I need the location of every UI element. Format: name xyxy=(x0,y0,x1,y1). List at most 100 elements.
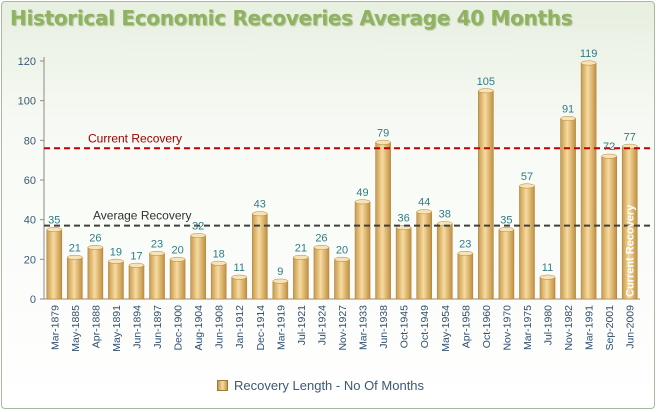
category-label: Oct-1960 xyxy=(481,305,493,348)
data-label: 19 xyxy=(110,246,122,258)
bar xyxy=(498,229,515,300)
category-label: Apr-1958 xyxy=(460,305,472,348)
reference-line-label: Current Recovery xyxy=(88,131,182,145)
data-label: 77 xyxy=(624,131,636,143)
category-label: Mar-1975 xyxy=(522,305,534,350)
data-label: 91 xyxy=(562,104,574,116)
bar xyxy=(436,223,453,300)
bar-cap xyxy=(457,250,474,256)
bar xyxy=(395,227,412,300)
bar-cap xyxy=(67,254,83,260)
bar xyxy=(231,276,248,300)
category-label: Jun-2009 xyxy=(625,305,637,349)
bar xyxy=(539,276,556,300)
bar xyxy=(46,229,63,300)
category-label: Dec-1900 xyxy=(173,305,185,351)
data-label: 105 xyxy=(477,76,495,88)
data-label: 119 xyxy=(580,48,598,60)
data-label: 23 xyxy=(459,238,471,250)
bar-cap xyxy=(252,211,268,217)
bar xyxy=(560,118,576,300)
data-label: 44 xyxy=(418,197,430,209)
category-label: Jan-1912 xyxy=(234,305,246,349)
data-label: 21 xyxy=(295,242,307,254)
category-label: Mar-1919 xyxy=(275,305,287,350)
category-label: Jul-1980 xyxy=(543,305,555,345)
reference-line-label: Average Recovery xyxy=(93,209,192,223)
data-label: 18 xyxy=(213,248,225,260)
bar xyxy=(272,280,289,300)
bar-cap xyxy=(416,209,432,215)
bar-cap xyxy=(539,274,556,280)
data-label: 11 xyxy=(542,262,553,274)
category-label: Dec-1914 xyxy=(255,305,267,351)
category-label: May-1954 xyxy=(440,305,452,352)
category-label: May-1885 xyxy=(70,305,82,352)
category-label: Mar-1879 xyxy=(49,305,61,350)
data-label: 49 xyxy=(356,187,368,199)
bar xyxy=(334,259,350,300)
category-label: Nov-1982 xyxy=(563,305,575,351)
bar xyxy=(601,155,617,300)
bar-cap xyxy=(293,254,309,260)
category-label: Sep-2001 xyxy=(604,305,616,351)
data-label: 11 xyxy=(234,262,245,274)
y-tick-label: 100 xyxy=(18,96,36,108)
bar xyxy=(478,90,494,300)
bar xyxy=(519,185,535,300)
bar xyxy=(108,261,124,300)
chart-title: Historical Economic Recoveries Average 4… xyxy=(10,6,573,30)
data-label: 38 xyxy=(439,209,451,221)
data-label: 72 xyxy=(603,141,615,153)
bar xyxy=(293,257,309,300)
category-label: Oct-1949 xyxy=(419,305,431,348)
bar xyxy=(128,264,145,300)
data-label: 35 xyxy=(500,215,512,227)
data-label: 26 xyxy=(315,232,327,244)
bar xyxy=(149,253,165,300)
category-label: Mar-1933 xyxy=(358,305,370,350)
data-label: 36 xyxy=(398,213,410,225)
category-label: Jul-1921 xyxy=(296,305,308,345)
data-label: 43 xyxy=(254,199,266,211)
bar-cap xyxy=(519,183,535,189)
bar xyxy=(375,142,391,300)
y-tick-label: 0 xyxy=(30,294,36,306)
data-label: 79 xyxy=(377,127,389,139)
bar-cap xyxy=(231,274,247,280)
current-recovery-annotation: Current Recovery xyxy=(625,204,637,297)
bar-cap xyxy=(560,116,576,121)
bar xyxy=(354,201,371,300)
legend-label: Recovery Length - No Of Months xyxy=(234,377,425,393)
bar-cap xyxy=(108,258,124,264)
legend-swatch xyxy=(217,379,228,391)
y-tick-label: 80 xyxy=(24,135,36,147)
bar xyxy=(210,262,227,300)
bar xyxy=(313,247,330,300)
category-label: Jun-1897 xyxy=(152,305,164,349)
category-label: Mar-1991 xyxy=(584,305,596,350)
category-label: Oct-1945 xyxy=(399,305,411,348)
bar-cap xyxy=(601,153,617,159)
y-tick-label: 40 xyxy=(24,215,36,227)
data-label: 20 xyxy=(171,244,183,256)
category-label: May-1891 xyxy=(111,305,123,352)
bar-cap xyxy=(580,60,597,66)
bar-cap xyxy=(87,244,104,250)
bar-cap xyxy=(190,233,206,238)
data-label: 9 xyxy=(277,266,283,278)
y-tick-label: 20 xyxy=(24,254,36,266)
bar-cap xyxy=(169,256,186,262)
bar-cap xyxy=(478,88,494,94)
bar-cap xyxy=(334,256,350,262)
bar xyxy=(87,247,104,300)
bar xyxy=(169,259,186,300)
category-label: Nov-1927 xyxy=(337,305,349,351)
bar-cap xyxy=(149,250,165,256)
category-label: Jun-1908 xyxy=(214,305,226,349)
bar-cap xyxy=(354,199,371,205)
data-label: 57 xyxy=(521,171,533,183)
category-label: Nov-1970 xyxy=(501,305,513,351)
